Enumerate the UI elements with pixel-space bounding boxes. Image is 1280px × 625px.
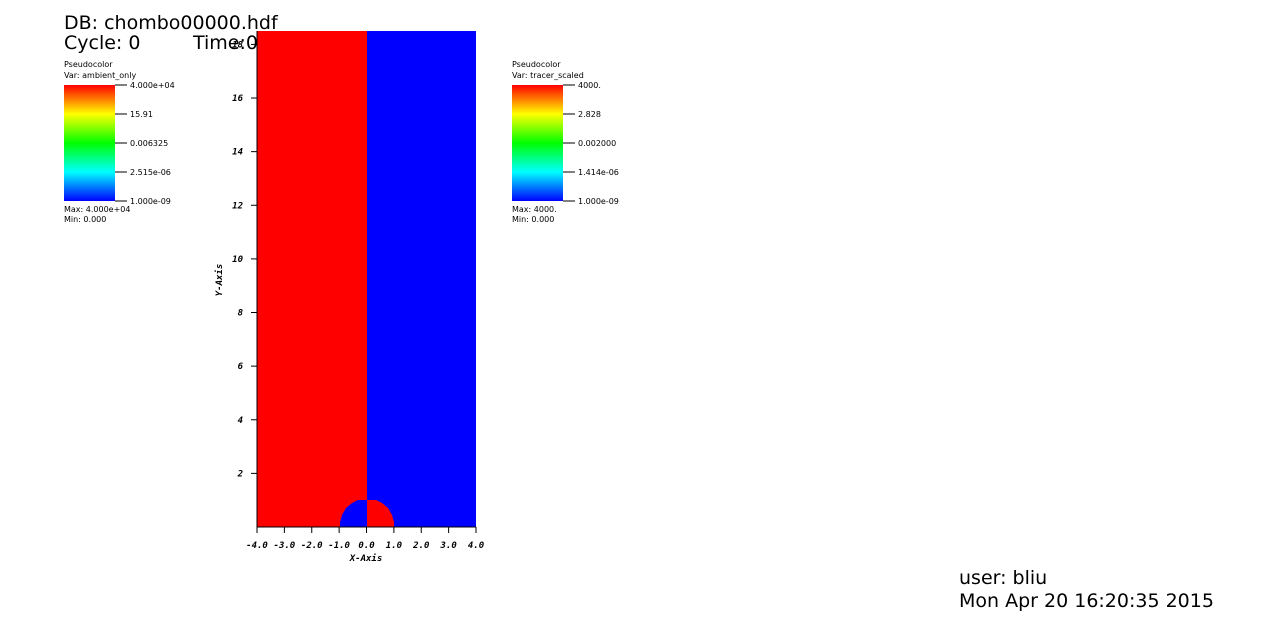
x-tick-label: 0.0 [358,541,375,551]
x-tick-label: 3.0 [439,541,457,551]
colorbar-tick-label: 1.414e-06 [578,168,619,177]
region [367,31,476,527]
x-tick-label: -3.0 [274,541,296,551]
legend-title: Pseudocolor [512,60,561,69]
time: Time:0 [192,32,258,54]
plot [256,31,476,528]
colorbar [64,85,115,201]
colorbar-tick-label: 2.515e-06 [130,168,171,177]
legend-var: Var: tracer_scaled [512,71,584,80]
colorbar [512,85,563,201]
colorbar-tick-label: 4000. [578,81,601,90]
user: user: bliu [959,567,1047,589]
legend-max: Max: 4000. [512,205,557,214]
y-tick-label: 10 [232,255,243,265]
y-tick-label: 14 [232,148,243,158]
legend-min: Min: 0.000 [512,215,554,224]
y-tick-label: 12 [232,201,243,211]
colorbar-tick-label: 15.91 [130,110,153,119]
y-tick-label: 8 [238,309,243,319]
x-tick-label: 2.0 [412,541,430,551]
date: Mon Apr 20 16:20:35 2015 [959,590,1214,612]
y-tick-label: 6 [238,362,244,372]
colorbar-tick-label: 2.828 [578,110,601,119]
x-tick-label: -1.0 [328,541,350,551]
x-tick-label: -2.0 [301,541,323,551]
x-tick-label: 4.0 [468,541,485,551]
y-tick-label: 16 [232,94,243,104]
legend-min: Min: 0.000 [64,215,106,224]
db-name: DB: chombo00000.hdf [64,12,279,34]
y-tick-label: 4 [238,416,243,426]
y-tick-label: 18 [232,40,243,50]
colorbar-tick-label: 0.006325 [130,139,168,148]
x-tick-label: -4.0 [246,541,268,551]
region [340,500,367,527]
legend-title: Pseudocolor [64,60,113,69]
cycle: Cycle: 0 [64,32,140,54]
x-tick-label: 1.0 [386,541,403,551]
region [257,31,367,527]
colorbar-tick-label: 4.000e+04 [130,81,175,90]
y-tick-label: 2 [237,469,243,479]
colorbar-tick-label: 1.000e-09 [130,197,171,206]
legend-max: Max: 4.000e+04 [64,205,130,214]
legend-var: Var: ambient_only [64,71,136,80]
colorbar-tick-label: 1.000e-09 [578,197,619,206]
x-axis-label: X-Axis [349,553,383,564]
y-axis-label: Y-Axis [214,264,225,297]
colorbar-tick-label: 0.002000 [578,139,616,148]
region [367,500,394,527]
